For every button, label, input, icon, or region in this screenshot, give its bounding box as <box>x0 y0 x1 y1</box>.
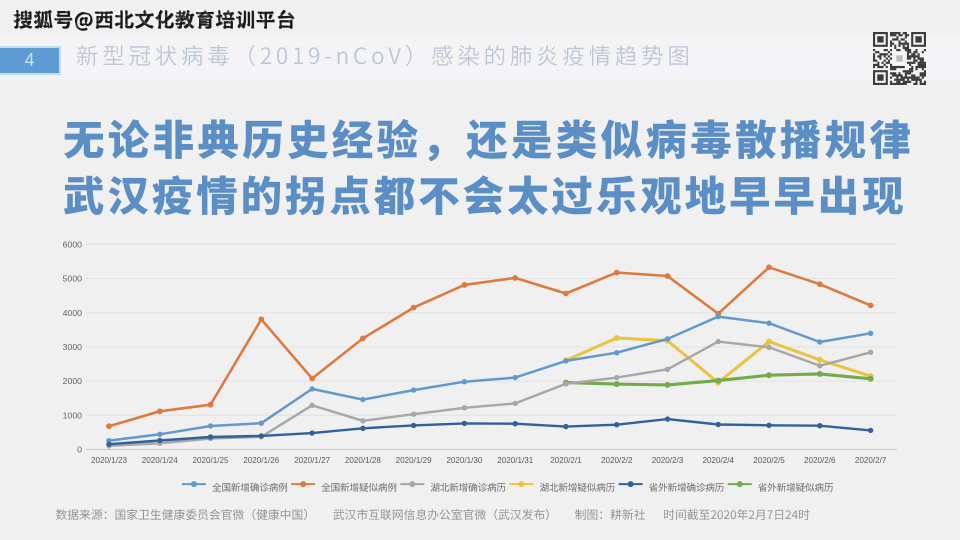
svg-text:2020/1/31: 2020/1/31 <box>497 456 534 465</box>
svg-text:2020/2/6: 2020/2/6 <box>804 456 836 465</box>
svg-text:2020/1/26: 2020/1/26 <box>243 456 280 465</box>
svg-text:1000: 1000 <box>63 410 82 420</box>
svg-text:2020/1/30: 2020/1/30 <box>446 456 483 465</box>
svg-text:2020/1/25: 2020/1/25 <box>192 456 229 465</box>
svg-text:2020/1/28: 2020/1/28 <box>345 456 382 465</box>
svg-text:2020/1/23: 2020/1/23 <box>91 456 128 465</box>
svg-text:2020/1/27: 2020/1/27 <box>294 456 331 465</box>
svg-text:2020/2/7: 2020/2/7 <box>855 456 887 465</box>
svg-text:2020/2/1: 2020/2/1 <box>550 456 582 465</box>
svg-text:5000: 5000 <box>63 274 82 284</box>
svg-text:3000: 3000 <box>63 342 82 352</box>
svg-text:2020/2/2: 2020/2/2 <box>601 456 633 465</box>
svg-text:2020/1/29: 2020/1/29 <box>396 456 433 465</box>
svg-text:6000: 6000 <box>63 239 82 249</box>
svg-text:2020/1/24: 2020/1/24 <box>142 456 179 465</box>
svg-text:2020/2/3: 2020/2/3 <box>652 456 684 465</box>
svg-text:2020/2/5: 2020/2/5 <box>753 456 785 465</box>
svg-text:4000: 4000 <box>63 308 82 318</box>
svg-text:2000: 2000 <box>63 376 82 386</box>
svg-text:0: 0 <box>77 445 82 455</box>
svg-text:2020/2/4: 2020/2/4 <box>702 456 734 465</box>
